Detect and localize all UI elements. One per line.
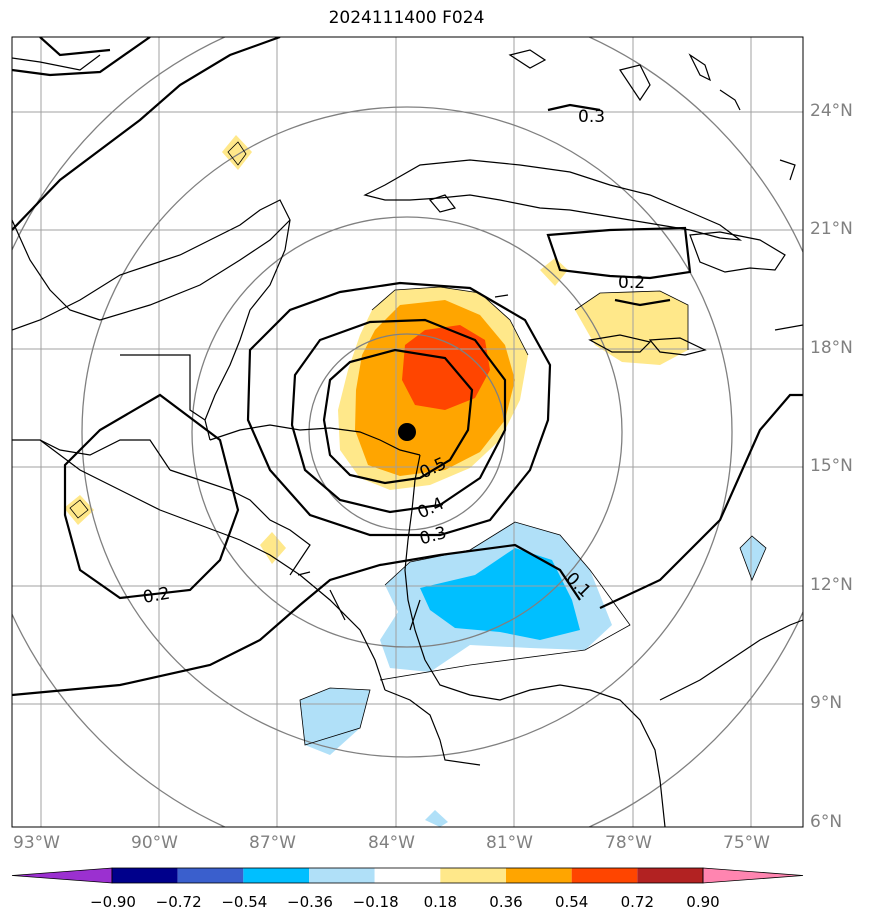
shading-negative-s <box>425 810 448 827</box>
map-canvas: 0.3 0.2 0.5 0.4 0.3 0.2 0.1 <box>11 36 804 828</box>
lon-label: 81°W <box>486 833 533 853</box>
shading-positive-high <box>402 325 490 410</box>
colorbar-tick-label: −0.90 <box>90 893 136 911</box>
contour-label: 0.3 <box>578 107 605 127</box>
coast-bahamas-2 <box>619 64 651 102</box>
coast-yucatan <box>12 199 291 331</box>
coast-florida <box>12 54 101 71</box>
coast-bahamas-5 <box>779 159 796 181</box>
lon-label: 93°W <box>13 833 60 853</box>
shading-patch-nw <box>222 135 252 170</box>
border-belize <box>120 354 206 421</box>
colorbar-tick-label: 0.72 <box>620 893 655 911</box>
colorbar-tick-label: 0.90 <box>686 893 720 911</box>
shading-patch-ne-2 <box>575 291 688 365</box>
coast-honduras-south <box>169 469 311 576</box>
colorbar <box>11 867 804 884</box>
colorbar-segment <box>309 868 375 883</box>
colorbar-segment <box>243 868 309 883</box>
contour-0.5 <box>322 348 474 485</box>
contour-0.1-east <box>599 393 803 609</box>
contour-label: 0.2 <box>141 584 171 608</box>
colorbar-segment <box>637 868 703 883</box>
coast-colombia <box>659 619 803 701</box>
lat-label: 15°N <box>810 456 853 476</box>
coast-panama <box>424 659 666 827</box>
shaded-fields <box>64 135 766 827</box>
contour-0.2-right <box>614 298 671 307</box>
colorbar-segment <box>177 868 244 883</box>
coast-bahamas-1 <box>508 49 547 69</box>
coast-honduras <box>209 424 421 456</box>
coast-jamaica <box>588 334 652 353</box>
lon-label: 75°W <box>723 833 770 853</box>
lon-label: 78°W <box>605 833 652 853</box>
contour-nw-3 <box>39 37 111 57</box>
lon-label: 87°W <box>249 833 296 853</box>
coast-mexico <box>12 219 101 321</box>
lon-label: 90°W <box>131 833 178 853</box>
coast-cayman <box>494 294 509 298</box>
shading-patch-w <box>64 495 94 525</box>
colorbar-tick-label: 0.18 <box>423 893 458 911</box>
colorbar-tick-label: −0.54 <box>221 893 268 911</box>
colorbar-segment <box>112 868 178 883</box>
gridlines <box>12 37 803 827</box>
border-mexico-guatemala <box>12 439 171 471</box>
contour-label: 0.2 <box>618 273 645 293</box>
thin-contours <box>69 141 767 746</box>
contour-0.2-box <box>546 226 692 280</box>
colorbar-frame <box>111 867 704 884</box>
coast-nicaragua-east <box>404 454 426 661</box>
colorbar-segment <box>374 868 441 883</box>
contour-0.4 <box>290 318 507 514</box>
coast-hispaniola <box>689 231 786 273</box>
lon-label: 84°W <box>368 833 415 853</box>
colorbar-tick-label: −0.18 <box>352 893 399 911</box>
contours <box>12 37 803 697</box>
coast-bahamas-3 <box>688 53 712 82</box>
lat-label: 12°N <box>810 575 853 595</box>
coast-yucatan-east <box>204 219 291 441</box>
colorbar-segment <box>571 868 638 883</box>
colorbar-tick-label: 0.36 <box>489 893 523 911</box>
shading-patch-sw <box>260 532 286 564</box>
coastlines <box>12 49 803 827</box>
lat-label: 6°N <box>810 812 843 832</box>
colorbar-segment <box>506 868 572 883</box>
coast-pacific <box>39 439 386 691</box>
lat-label: 18°N <box>810 338 853 358</box>
shading-patch-ne-1 <box>540 258 568 286</box>
colorbar-segment <box>440 868 506 883</box>
map-title: 2024111400 F024 <box>328 8 485 28</box>
contour-nw-2 <box>12 37 281 231</box>
shading-negative-e <box>740 536 766 580</box>
colorbar-tick-label: 0.54 <box>554 893 589 911</box>
coast-isle-youth <box>428 194 457 213</box>
coast-islands <box>297 571 421 631</box>
plot-frame <box>11 36 804 828</box>
lat-label: 24°N <box>810 101 853 121</box>
storm-center-marker <box>398 423 416 441</box>
coast-pr <box>774 324 803 331</box>
contour-0.1 <box>12 543 581 697</box>
coast-panama-south <box>384 689 481 766</box>
coast-haiti-south <box>648 337 707 356</box>
contour-0.3 <box>246 281 552 537</box>
lat-label: 9°N <box>810 693 843 713</box>
lat-label: 21°N <box>810 219 853 239</box>
colorbar-tick-label: −0.72 <box>155 893 202 911</box>
contour-nw-1 <box>12 37 151 77</box>
colorbar-tick-label: −0.36 <box>287 893 333 911</box>
colorbar-segment <box>11 867 113 884</box>
contour-0.3-top <box>547 103 601 112</box>
shading-negative-mid <box>420 548 580 640</box>
contour-0.2-west <box>63 393 240 600</box>
colorbar-segment <box>702 867 804 884</box>
shading-negative-sw <box>300 688 370 755</box>
coast-bahamas-4 <box>719 89 741 111</box>
